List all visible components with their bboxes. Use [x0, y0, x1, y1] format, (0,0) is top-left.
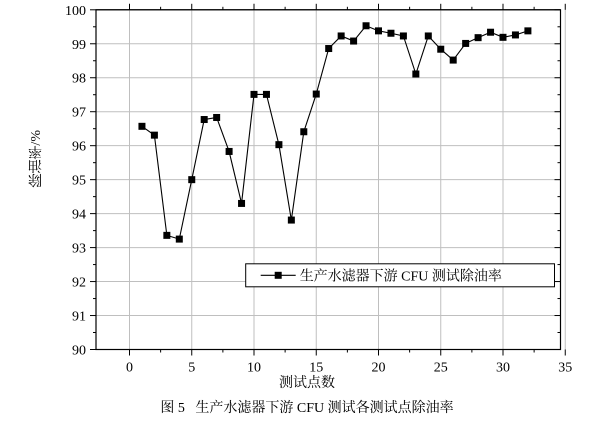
svg-text:生产水滤器下游 CFU 测试除油率: 生产水滤器下游 CFU 测试除油率 [300, 267, 502, 284]
svg-text:100: 100 [65, 4, 86, 19]
svg-text:95: 95 [72, 174, 86, 189]
svg-text:90: 90 [72, 344, 86, 359]
svg-text:93: 93 [72, 242, 86, 257]
svg-text:97: 97 [72, 106, 86, 121]
svg-text:94: 94 [72, 208, 86, 223]
svg-text:91: 91 [72, 310, 86, 325]
svg-text:92: 92 [72, 276, 86, 291]
svg-text:96: 96 [72, 140, 86, 155]
svg-text:98: 98 [72, 72, 86, 87]
svg-text:99: 99 [72, 38, 86, 53]
